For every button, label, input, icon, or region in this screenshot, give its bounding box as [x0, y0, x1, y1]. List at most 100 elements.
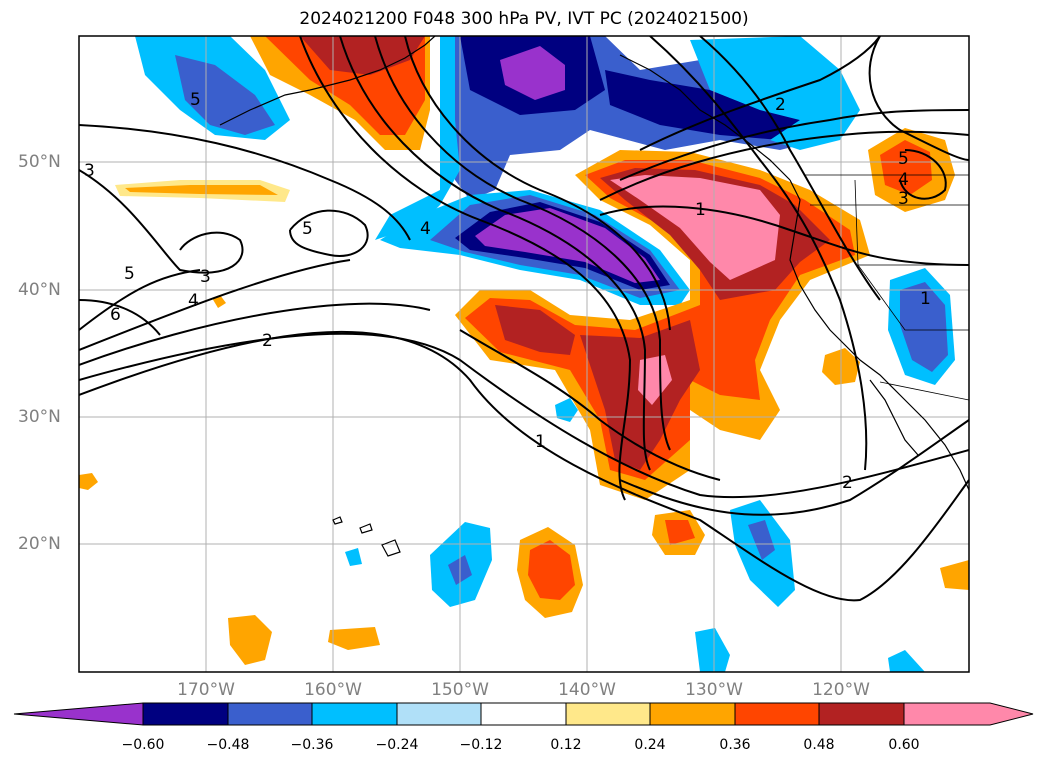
colorbar-extend-low: [13, 702, 144, 726]
colorbar-bin: [142, 702, 229, 726]
colorbar-tick-label: −0.60: [121, 737, 165, 753]
contour-label: 1: [695, 200, 706, 220]
contour-southwest-sweep: [459, 329, 721, 481]
contour-jet-1: [599, 130, 969, 201]
coast-alaska: [219, 36, 436, 126]
colorbar-bin: [227, 702, 313, 726]
colorbar-tick-label: −0.48: [206, 737, 250, 753]
colorbar-tick-label: 0.36: [719, 737, 751, 753]
lat-label: 50°N: [18, 152, 61, 172]
map-frame: [78, 35, 970, 673]
map-title: 2024021200 F048 300 hPa PV, IVT PC (2024…: [299, 9, 749, 29]
contour-label: 5: [124, 264, 135, 284]
pos-blob-south-3: [228, 615, 272, 665]
coast-west-us: [789, 179, 969, 491]
colorbar-bin: [649, 702, 736, 726]
contour-label: 3: [898, 189, 909, 209]
colorbar-tick-label: 0.60: [888, 737, 920, 753]
hawaii-2: [359, 523, 373, 534]
contour-2-lower: [619, 419, 969, 516]
neg-blob-small-1: [555, 398, 578, 422]
neg-trough-core: [475, 208, 660, 283]
colorbar: [13, 702, 1034, 726]
contour-label-layer: 5 3 5 4 5 3 4 6 2 1 2 1 2 5 4 3 1: [84, 90, 931, 493]
colorbar-tick-label: −0.12: [459, 737, 503, 753]
colorbar-bin: [818, 702, 905, 726]
neg-region-deep-east: [605, 70, 800, 140]
contour-east-trough-2: [699, 36, 881, 301]
neg-region-baja-west-core: [900, 282, 948, 372]
neg-region-nw-core: [175, 55, 275, 135]
colorbar-tick-label: −0.24: [375, 737, 419, 753]
contour-label: 4: [420, 219, 431, 239]
grid: [79, 36, 969, 672]
contour-label: 2: [842, 473, 853, 493]
contour-nw-loop: [79, 124, 411, 241]
pos-blob-east-2: [940, 560, 969, 590]
contour-trough-4: [404, 36, 671, 331]
lon-label: 150°W: [431, 680, 489, 700]
contour-3-west: [79, 302, 431, 366]
lon-label: 120°W: [812, 680, 870, 700]
lat-label: 30°N: [18, 407, 61, 427]
contour-label: 2: [262, 331, 273, 351]
neg-blob-south-2-core: [748, 520, 775, 560]
contour-trough-3: [374, 36, 671, 451]
contour-label: 2: [775, 95, 786, 115]
contour-trough-2: [339, 36, 651, 471]
contour-label: 5: [302, 219, 313, 239]
contour-label: 5: [898, 149, 909, 169]
contour-label: 1: [920, 289, 931, 309]
contour-2-upper: [79, 332, 969, 499]
pos-blob-west-edge: [79, 473, 98, 490]
lon-label: 130°W: [685, 680, 743, 700]
colorbar-extend-high: [903, 702, 1034, 726]
lon-label: 170°W: [177, 680, 235, 700]
contour-4-west: [79, 259, 351, 351]
pos-ridge-dark-west: [495, 305, 575, 355]
colorbar-bin: [734, 702, 820, 726]
pos-blob-south-2-core: [665, 520, 695, 545]
contour-label: 4: [898, 170, 909, 190]
contour-label: 1: [535, 432, 546, 452]
neg-blob-small-4: [345, 548, 362, 566]
border-states-3: [857, 264, 969, 331]
lat-label: 20°N: [18, 534, 61, 554]
contour-1-outer: [79, 330, 969, 602]
contour-jet-2: [619, 109, 969, 181]
colorbar-bin: [311, 702, 398, 726]
neg-region-gulf-alaska-outer: [375, 36, 460, 240]
contour-6-west: [79, 299, 161, 336]
colorbar-bin: [396, 702, 482, 726]
neg-blob-small-2: [695, 628, 730, 672]
contour-mid-loop: [289, 209, 369, 257]
colorbar-tick-label: 0.12: [550, 737, 582, 753]
contour-label: 5: [190, 90, 201, 110]
colorbar-bin: [565, 702, 651, 726]
lon-label: 160°W: [304, 680, 362, 700]
hawaii-3: [381, 539, 401, 557]
contour-pink-loop: [599, 205, 969, 266]
contour-jet-3: [639, 36, 881, 151]
pos-band-west-core: [125, 185, 278, 195]
contour-label: 3: [84, 161, 95, 181]
pos-ridge-core: [610, 175, 780, 280]
contour-far-east: [868, 36, 969, 161]
colorbar-tick-label: 0.24: [634, 737, 666, 753]
hawaii-1: [332, 516, 343, 525]
colorbar-tick-label: 0.48: [803, 737, 835, 753]
shaded-fields: [79, 36, 969, 672]
pos-ridge-core-south: [638, 355, 672, 405]
contours: [79, 36, 969, 602]
contour-label: 3: [200, 267, 211, 287]
lat-label: 40°N: [18, 280, 61, 300]
colorbar-bin: [480, 702, 567, 726]
contour-ne-loop: [899, 149, 947, 200]
pos-region-north-dark: [300, 36, 425, 75]
neg-region-purple-north: [500, 46, 565, 100]
contour-east-trough: [649, 36, 868, 471]
pos-blob-south-4: [328, 627, 380, 650]
pos-blob-south-1-core: [528, 540, 575, 600]
lon-label: 140°W: [558, 680, 616, 700]
